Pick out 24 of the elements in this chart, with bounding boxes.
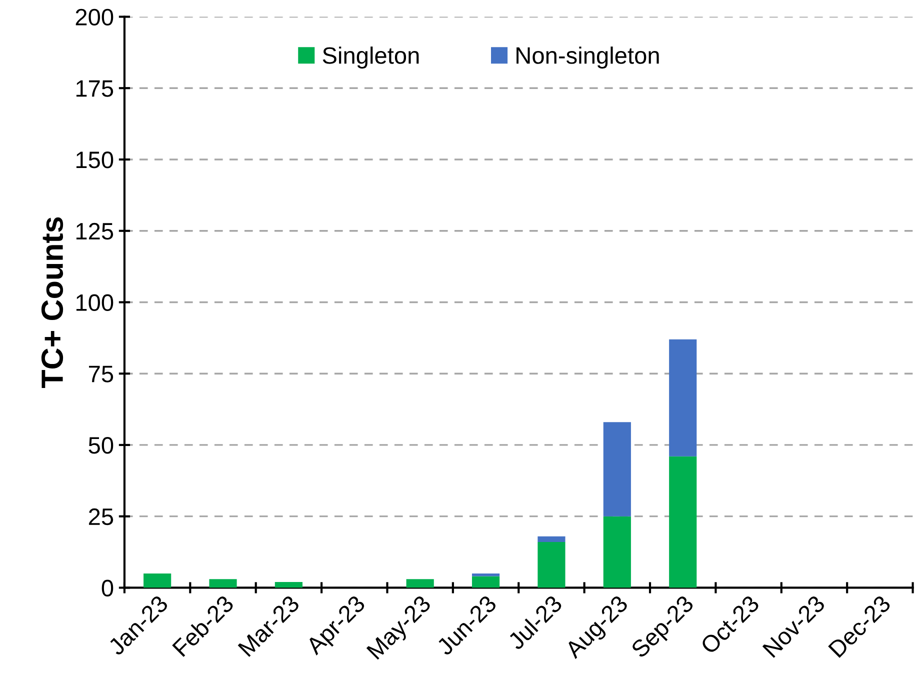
bar: [406, 579, 434, 588]
bar: [669, 456, 697, 588]
bar: [603, 422, 631, 516]
bar: [472, 576, 500, 588]
y-tick-label: 50: [88, 437, 114, 454]
bar: [669, 339, 697, 456]
bar: [209, 579, 237, 588]
y-tick-label: 75: [89, 366, 114, 382]
bar: [144, 573, 172, 588]
legend-label: Singleton: [322, 46, 419, 69]
bar: [472, 573, 500, 576]
bar: [538, 536, 566, 542]
bar: [538, 542, 566, 588]
legend-label: Non-singleton: [516, 46, 659, 69]
y-tick-label: 175: [76, 80, 114, 97]
y-tick-label: 200: [76, 8, 114, 26]
y-axis-title: TC+ Counts: [41, 217, 64, 388]
bar: [274, 582, 302, 588]
bar: [603, 516, 631, 588]
y-tick-label: 125: [76, 222, 114, 240]
y-tick-label: 150: [76, 152, 114, 168]
y-tick-label: 100: [76, 294, 114, 312]
y-tick-label: 25: [88, 508, 114, 526]
y-tick-label: 0: [102, 580, 114, 597]
